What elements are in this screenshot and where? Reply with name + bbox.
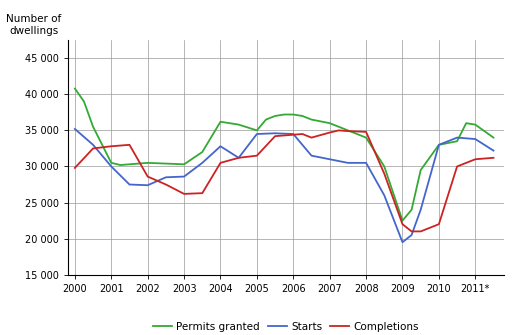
Completions bbox=[72, 166, 78, 170]
Completions bbox=[199, 191, 205, 195]
Completions bbox=[399, 222, 406, 226]
Completions bbox=[181, 192, 187, 196]
Completions bbox=[490, 156, 497, 160]
Completions bbox=[345, 129, 351, 133]
Permits granted bbox=[327, 121, 333, 125]
Legend: Permits granted, Starts, Completions: Permits granted, Starts, Completions bbox=[149, 318, 423, 335]
Permits granted bbox=[181, 162, 187, 166]
Starts bbox=[472, 137, 478, 141]
Permits granted bbox=[300, 114, 306, 118]
Permits granted bbox=[490, 136, 497, 140]
Starts bbox=[126, 183, 133, 187]
Line: Starts: Starts bbox=[75, 129, 493, 242]
Permits granted bbox=[163, 161, 169, 165]
Starts bbox=[363, 161, 369, 165]
Permits granted bbox=[308, 118, 315, 122]
Starts bbox=[199, 161, 205, 165]
Starts bbox=[409, 233, 415, 237]
Starts bbox=[308, 154, 315, 158]
Completions bbox=[217, 161, 224, 165]
Completions bbox=[272, 134, 278, 138]
Permits granted bbox=[236, 123, 242, 127]
Permits granted bbox=[254, 128, 260, 132]
Completions bbox=[409, 229, 415, 233]
Permits granted bbox=[472, 123, 478, 127]
Completions bbox=[454, 164, 460, 169]
Permits granted bbox=[81, 99, 87, 104]
Starts bbox=[236, 156, 242, 160]
Starts bbox=[490, 149, 497, 153]
Starts bbox=[181, 175, 187, 179]
Permits granted bbox=[436, 143, 442, 147]
Permits granted bbox=[145, 161, 151, 165]
Starts bbox=[327, 157, 333, 161]
Completions bbox=[327, 131, 333, 135]
Permits granted bbox=[363, 136, 369, 140]
Completions bbox=[236, 156, 242, 160]
Permits granted bbox=[263, 118, 269, 122]
Permits granted bbox=[399, 218, 406, 222]
Permits granted bbox=[418, 168, 424, 172]
Starts bbox=[108, 164, 114, 169]
Permits granted bbox=[454, 139, 460, 143]
Starts bbox=[454, 136, 460, 140]
Starts bbox=[163, 175, 169, 179]
Permits granted bbox=[126, 162, 133, 166]
Completions bbox=[108, 144, 114, 148]
Completions bbox=[126, 143, 133, 147]
Completions bbox=[436, 222, 442, 226]
Completions bbox=[418, 229, 424, 233]
Permits granted bbox=[463, 121, 470, 125]
Completions bbox=[308, 136, 315, 140]
Completions bbox=[145, 175, 151, 179]
Permits granted bbox=[409, 208, 415, 212]
Starts bbox=[254, 132, 260, 136]
Starts bbox=[418, 208, 424, 212]
Completions bbox=[290, 133, 296, 137]
Permits granted bbox=[217, 120, 224, 124]
Completions bbox=[163, 183, 169, 187]
Starts bbox=[290, 132, 296, 136]
Starts bbox=[272, 131, 278, 135]
Permits granted bbox=[90, 125, 96, 129]
Starts bbox=[345, 161, 351, 165]
Starts bbox=[72, 127, 78, 131]
Permits granted bbox=[290, 113, 296, 117]
Text: Number of
dwellings: Number of dwellings bbox=[6, 14, 62, 36]
Starts bbox=[436, 143, 442, 147]
Completions bbox=[472, 157, 478, 161]
Starts bbox=[399, 240, 406, 244]
Permits granted bbox=[381, 164, 387, 169]
Starts bbox=[145, 183, 151, 187]
Line: Completions: Completions bbox=[75, 130, 493, 231]
Starts bbox=[217, 144, 224, 148]
Permits granted bbox=[281, 113, 288, 117]
Line: Permits granted: Permits granted bbox=[75, 88, 493, 220]
Completions bbox=[381, 172, 387, 176]
Permits granted bbox=[272, 114, 278, 118]
Starts bbox=[90, 143, 96, 147]
Completions bbox=[335, 128, 342, 132]
Completions bbox=[300, 132, 306, 136]
Completions bbox=[90, 146, 96, 150]
Permits granted bbox=[199, 150, 205, 154]
Starts bbox=[381, 193, 387, 197]
Permits granted bbox=[72, 86, 78, 90]
Permits granted bbox=[118, 163, 124, 167]
Completions bbox=[254, 154, 260, 158]
Permits granted bbox=[345, 128, 351, 132]
Completions bbox=[363, 130, 369, 134]
Permits granted bbox=[108, 161, 114, 165]
